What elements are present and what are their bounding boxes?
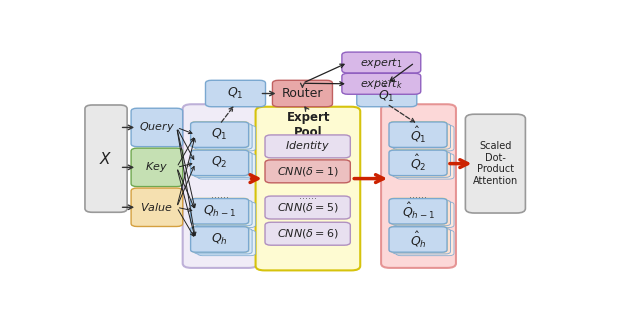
Text: $\hat{Q}_1$: $\hat{Q}_1$	[410, 125, 426, 145]
Text: ......: ......	[409, 190, 428, 200]
Text: $Identity$: $Identity$	[285, 139, 330, 153]
FancyBboxPatch shape	[191, 150, 249, 176]
Text: Router: Router	[282, 87, 323, 100]
FancyBboxPatch shape	[265, 196, 350, 219]
Text: $\hat{Q}_1$: $\hat{Q}_1$	[378, 84, 395, 104]
FancyBboxPatch shape	[191, 199, 248, 224]
FancyBboxPatch shape	[85, 105, 127, 212]
Text: $Q_h$: $Q_h$	[211, 232, 228, 247]
Text: Expert
Pool: Expert Pool	[287, 111, 330, 139]
Text: ......: ......	[372, 73, 390, 83]
FancyBboxPatch shape	[182, 104, 257, 268]
Text: Scaled
Dot-
Product
Attention: Scaled Dot- Product Attention	[473, 141, 518, 186]
FancyBboxPatch shape	[342, 52, 420, 73]
FancyBboxPatch shape	[198, 202, 255, 227]
FancyBboxPatch shape	[396, 230, 454, 256]
FancyBboxPatch shape	[194, 200, 252, 226]
FancyBboxPatch shape	[198, 230, 255, 256]
FancyBboxPatch shape	[194, 124, 252, 149]
FancyBboxPatch shape	[389, 199, 447, 224]
FancyBboxPatch shape	[392, 152, 451, 177]
FancyBboxPatch shape	[205, 80, 266, 107]
FancyBboxPatch shape	[390, 227, 447, 252]
FancyBboxPatch shape	[191, 122, 248, 147]
FancyBboxPatch shape	[396, 125, 454, 151]
FancyBboxPatch shape	[390, 150, 447, 175]
Text: $Key$: $Key$	[145, 160, 168, 174]
Text: $X$: $X$	[99, 151, 113, 167]
FancyBboxPatch shape	[381, 104, 456, 268]
Text: ......: ......	[299, 191, 317, 201]
FancyBboxPatch shape	[396, 154, 454, 179]
FancyBboxPatch shape	[131, 108, 182, 147]
FancyBboxPatch shape	[265, 135, 350, 158]
Text: $\hat{Q}_h$: $\hat{Q}_h$	[410, 229, 426, 249]
FancyBboxPatch shape	[392, 200, 451, 226]
FancyBboxPatch shape	[191, 227, 249, 252]
FancyBboxPatch shape	[191, 227, 248, 252]
Text: $Value$: $Value$	[140, 201, 173, 213]
FancyBboxPatch shape	[191, 122, 249, 147]
Text: $CNN(\delta=1)$: $CNN(\delta=1)$	[276, 165, 339, 178]
FancyBboxPatch shape	[191, 199, 249, 224]
FancyBboxPatch shape	[390, 122, 447, 147]
Text: $\hat{Q}_2$: $\hat{Q}_2$	[410, 153, 426, 173]
FancyBboxPatch shape	[265, 222, 350, 245]
FancyBboxPatch shape	[396, 202, 454, 227]
FancyBboxPatch shape	[194, 228, 252, 254]
FancyBboxPatch shape	[198, 154, 255, 179]
FancyBboxPatch shape	[342, 73, 420, 94]
Text: $Q_1$: $Q_1$	[211, 127, 228, 142]
FancyBboxPatch shape	[273, 80, 332, 107]
Text: $expert_1$: $expert_1$	[360, 56, 403, 70]
FancyBboxPatch shape	[389, 150, 447, 176]
FancyBboxPatch shape	[390, 199, 447, 224]
Text: $Query$: $Query$	[139, 121, 175, 134]
FancyBboxPatch shape	[389, 227, 447, 252]
Text: $Q_1$: $Q_1$	[227, 86, 244, 101]
Text: $CNN(\delta=6)$: $CNN(\delta=6)$	[276, 227, 339, 240]
FancyBboxPatch shape	[465, 114, 525, 213]
Text: $Q_{h-1}$: $Q_{h-1}$	[203, 204, 236, 219]
Text: $CNN(\delta=5)$: $CNN(\delta=5)$	[276, 201, 339, 214]
Text: ......: ......	[211, 190, 229, 200]
FancyBboxPatch shape	[194, 152, 252, 177]
FancyBboxPatch shape	[392, 124, 451, 149]
FancyBboxPatch shape	[255, 107, 360, 271]
FancyBboxPatch shape	[392, 228, 451, 254]
FancyBboxPatch shape	[191, 150, 248, 175]
FancyBboxPatch shape	[198, 125, 255, 151]
FancyBboxPatch shape	[389, 122, 447, 147]
Text: $\hat{Q}_{h-1}$: $\hat{Q}_{h-1}$	[401, 201, 435, 221]
Text: $Q_2$: $Q_2$	[211, 155, 228, 170]
FancyBboxPatch shape	[356, 80, 417, 107]
FancyBboxPatch shape	[265, 160, 350, 183]
FancyBboxPatch shape	[131, 188, 182, 226]
Text: $expert_k$: $expert_k$	[360, 77, 403, 91]
FancyBboxPatch shape	[131, 148, 182, 187]
